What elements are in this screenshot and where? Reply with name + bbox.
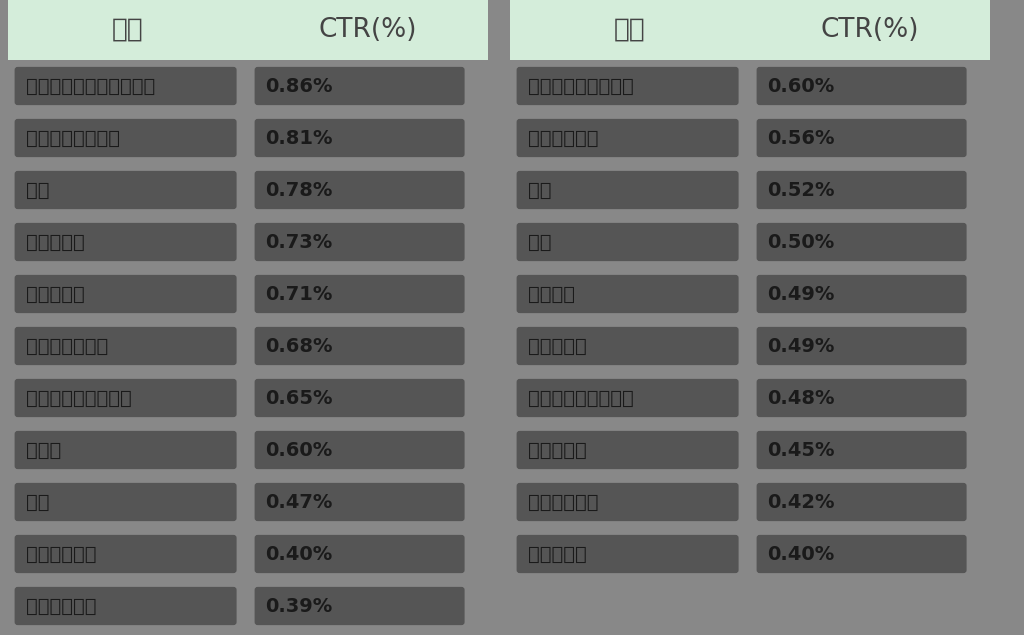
Text: 0.52%: 0.52%	[768, 180, 836, 199]
FancyBboxPatch shape	[757, 119, 967, 157]
FancyBboxPatch shape	[757, 327, 967, 365]
Text: 法律: 法律	[527, 180, 551, 199]
FancyBboxPatch shape	[516, 483, 738, 521]
Bar	[750, 0, 990, 60]
Text: 0.39%: 0.39%	[265, 596, 333, 615]
Text: 0.47%: 0.47%	[265, 493, 333, 512]
Text: CTR(%): CTR(%)	[318, 17, 417, 43]
Text: ホームデコ: ホームデコ	[527, 544, 587, 563]
FancyBboxPatch shape	[757, 67, 967, 105]
Text: 0.40%: 0.40%	[768, 544, 835, 563]
FancyBboxPatch shape	[14, 483, 237, 521]
Text: 0.48%: 0.48%	[768, 389, 836, 408]
Text: 0.49%: 0.49%	[768, 337, 835, 356]
Text: 0.73%: 0.73%	[265, 232, 333, 251]
Text: 旅行: 旅行	[26, 493, 49, 512]
Text: 業種: 業種	[614, 17, 646, 43]
Text: 0.65%: 0.65%	[265, 389, 333, 408]
FancyBboxPatch shape	[14, 431, 237, 469]
Text: 健康・フィットネス: 健康・フィットネス	[26, 389, 131, 408]
Text: 0.60%: 0.60%	[768, 76, 835, 95]
FancyBboxPatch shape	[255, 587, 465, 625]
Text: スポーツ: スポーツ	[527, 284, 574, 304]
Text: 金融・保険: 金融・保険	[26, 284, 84, 304]
Text: 0.78%: 0.78%	[265, 180, 333, 199]
Text: コンピュータ・技術: コンピュータ・技術	[527, 389, 634, 408]
FancyBboxPatch shape	[255, 327, 465, 365]
Text: 医療: 医療	[527, 232, 551, 251]
Text: 0.56%: 0.56%	[768, 128, 836, 147]
Text: 人材サービス: 人材サービス	[527, 128, 598, 147]
FancyBboxPatch shape	[516, 379, 738, 417]
Text: 0.68%: 0.68%	[265, 337, 333, 356]
Text: 食品・飲料: 食品・飲料	[527, 337, 587, 356]
FancyBboxPatch shape	[757, 483, 967, 521]
FancyBboxPatch shape	[255, 171, 465, 209]
Bar	[8, 0, 248, 60]
Text: 0.42%: 0.42%	[768, 493, 836, 512]
FancyBboxPatch shape	[14, 119, 237, 157]
FancyBboxPatch shape	[516, 67, 738, 105]
Bar	[248, 0, 488, 60]
FancyBboxPatch shape	[757, 535, 967, 573]
Text: 美容: 美容	[26, 180, 49, 199]
Text: フィットネス: フィットネス	[527, 493, 598, 512]
FancyBboxPatch shape	[757, 275, 967, 313]
FancyBboxPatch shape	[516, 171, 738, 209]
Text: 0.45%: 0.45%	[768, 441, 836, 460]
Text: 0.71%: 0.71%	[265, 284, 333, 304]
FancyBboxPatch shape	[14, 379, 237, 417]
FancyBboxPatch shape	[14, 275, 237, 313]
FancyBboxPatch shape	[255, 119, 465, 157]
Text: 産業サービス: 産業サービス	[26, 596, 96, 615]
FancyBboxPatch shape	[255, 431, 465, 469]
Text: CTR(%): CTR(%)	[821, 17, 920, 43]
FancyBboxPatch shape	[255, 275, 465, 313]
FancyBboxPatch shape	[516, 223, 738, 261]
FancyBboxPatch shape	[757, 171, 967, 209]
FancyBboxPatch shape	[14, 327, 237, 365]
Text: 不動産: 不動産	[26, 441, 60, 460]
Text: インターネット通信: インターネット通信	[527, 76, 634, 95]
FancyBboxPatch shape	[255, 483, 465, 521]
FancyBboxPatch shape	[255, 379, 465, 417]
FancyBboxPatch shape	[14, 587, 237, 625]
FancyBboxPatch shape	[757, 431, 967, 469]
Bar	[510, 0, 750, 60]
FancyBboxPatch shape	[255, 67, 465, 105]
Text: 0.60%: 0.60%	[265, 441, 333, 460]
Text: ブランド品: ブランド品	[527, 441, 587, 460]
Text: 観光地・旅行: 観光地・旅行	[26, 544, 96, 563]
Text: アパレル・ファッション: アパレル・ファッション	[26, 76, 155, 95]
FancyBboxPatch shape	[14, 223, 237, 261]
FancyBboxPatch shape	[757, 223, 967, 261]
Text: 0.86%: 0.86%	[265, 76, 333, 95]
Text: 0.40%: 0.40%	[265, 544, 333, 563]
Text: アート・エンタメ: アート・エンタメ	[26, 128, 120, 147]
FancyBboxPatch shape	[516, 327, 738, 365]
Text: 0.49%: 0.49%	[768, 284, 835, 304]
FancyBboxPatch shape	[516, 275, 738, 313]
FancyBboxPatch shape	[255, 223, 465, 261]
Text: キャリア・雇用: キャリア・雇用	[26, 337, 108, 356]
FancyBboxPatch shape	[14, 67, 237, 105]
FancyBboxPatch shape	[516, 535, 738, 573]
Text: 0.50%: 0.50%	[768, 232, 835, 251]
Text: 業種: 業種	[112, 17, 144, 43]
FancyBboxPatch shape	[516, 119, 738, 157]
Text: 0.81%: 0.81%	[265, 128, 333, 147]
FancyBboxPatch shape	[757, 379, 967, 417]
FancyBboxPatch shape	[255, 535, 465, 573]
FancyBboxPatch shape	[14, 535, 237, 573]
FancyBboxPatch shape	[14, 171, 237, 209]
FancyBboxPatch shape	[516, 431, 738, 469]
Text: 教育・就職: 教育・就職	[26, 232, 84, 251]
